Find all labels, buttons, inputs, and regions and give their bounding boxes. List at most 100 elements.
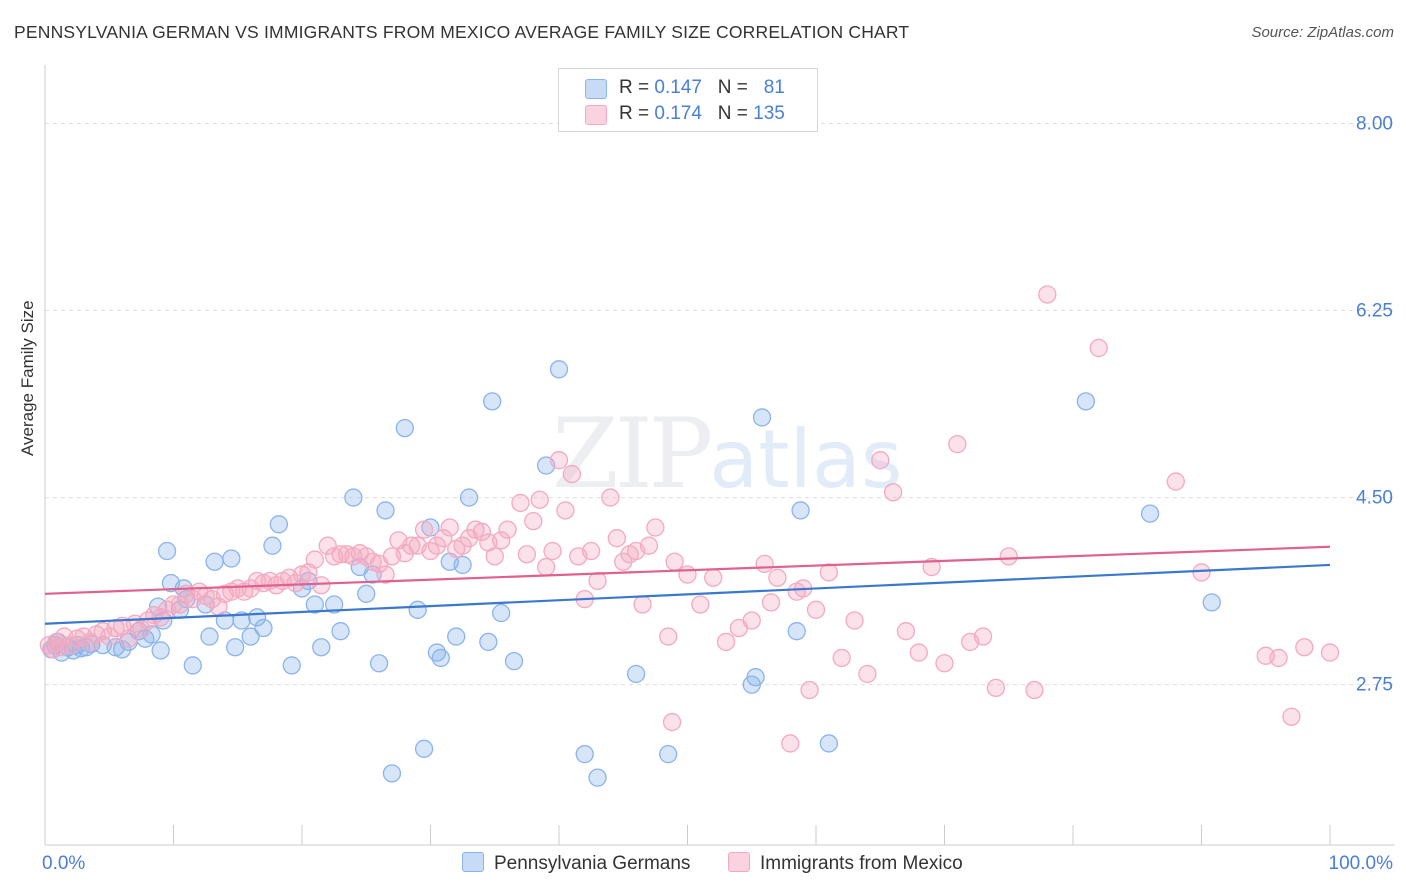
bottom-legend-label: Immigrants from Mexico: [760, 853, 963, 874]
point-pennsylvania-germans: [459, 488, 479, 507]
point-immigrants-from-mexico: [601, 488, 620, 507]
point-pennsylvania-germans: [787, 622, 806, 641]
point-immigrants-from-mexico: [549, 451, 569, 470]
point-immigrants-from-mexico: [845, 611, 864, 630]
point-pennsylvania-germans: [226, 638, 245, 657]
point-immigrants-from-mexico: [761, 593, 781, 612]
chart-title: PENNSYLVANIA GERMAN VS IMMIGRANTS FROM M…: [14, 22, 910, 42]
point-immigrants-from-mexico: [832, 648, 851, 668]
point-immigrants-from-mexico: [1025, 680, 1044, 700]
legend-r-value: 0.174: [654, 103, 702, 124]
point-pennsylvania-germans: [549, 360, 569, 379]
point-pennsylvania-germans: [414, 739, 434, 758]
watermark-zip: ZIP: [552, 398, 713, 510]
point-pennsylvania-germans: [254, 618, 273, 638]
point-immigrants-from-mexico: [716, 632, 736, 652]
point-immigrants-from-mexico: [537, 557, 556, 577]
point-immigrants-from-mexico: [492, 531, 511, 550]
point-pennsylvania-germans: [453, 555, 472, 575]
point-immigrants-from-mexico: [678, 565, 697, 584]
x-tick-label: 0.0%: [42, 853, 85, 874]
point-immigrants-from-mexico: [562, 464, 581, 484]
point-pennsylvania-germans: [791, 501, 810, 520]
point-pennsylvania-germans: [819, 734, 838, 753]
point-pennsylvania-germans: [447, 627, 466, 646]
point-pennsylvania-germans: [395, 418, 414, 438]
y-axis-label: Average Family Size: [18, 300, 37, 456]
point-immigrants-from-mexico: [633, 595, 652, 614]
point-pennsylvania-germans: [575, 744, 594, 764]
point-immigrants-from-mexico: [659, 627, 678, 646]
point-immigrants-from-mexico: [922, 557, 941, 577]
watermark-atlas: atlas: [709, 413, 903, 506]
point-immigrants-from-mexico: [607, 529, 626, 548]
point-immigrants-from-mexico: [524, 511, 543, 531]
point-immigrants-from-mexico: [1282, 707, 1301, 726]
legend-swatch-blue: [585, 79, 607, 99]
legend-r-label: R =: [619, 103, 650, 124]
point-immigrants-from-mexico: [806, 600, 826, 619]
point-immigrants-from-mexico: [1089, 338, 1108, 358]
point-pennsylvania-germans: [241, 627, 260, 646]
point-immigrants-from-mexico: [614, 552, 633, 571]
legend-n-label: N =: [717, 77, 748, 98]
point-immigrants-from-mexico: [434, 529, 453, 548]
point-immigrants-from-mexico: [517, 545, 537, 564]
point-immigrants-from-mexico: [871, 451, 890, 470]
point-immigrants-from-mexico: [1166, 472, 1185, 491]
point-pennsylvania-germans: [483, 392, 502, 411]
point-pennsylvania-germans: [232, 611, 251, 630]
bottom-legend-label: Pennsylvania Germans: [494, 853, 691, 874]
x-tick-label: 100.0%: [1329, 853, 1394, 874]
point-immigrants-from-mexico: [883, 483, 903, 502]
point-immigrants-from-mexico: [1192, 563, 1211, 582]
point-immigrants-from-mexico: [662, 712, 682, 732]
point-immigrants-from-mexico: [781, 734, 800, 753]
point-immigrants-from-mexico: [427, 536, 447, 555]
point-pennsylvania-germans: [1202, 593, 1221, 612]
point-pennsylvania-germans: [357, 584, 376, 603]
y-tick-label: 8.00: [1356, 113, 1393, 134]
point-immigrants-from-mexico: [858, 664, 877, 684]
point-immigrants-from-mexico: [305, 550, 325, 569]
point-pennsylvania-germans: [1140, 504, 1160, 523]
point-immigrants-from-mexico: [896, 622, 916, 641]
point-immigrants-from-mexico: [948, 434, 967, 454]
point-pennsylvania-germans: [282, 656, 301, 675]
point-immigrants-from-mexico: [312, 576, 331, 595]
point-pennsylvania-germans: [752, 408, 772, 427]
watermark: ZIPatlas: [552, 398, 903, 510]
legend-swatch-pink: [585, 105, 607, 125]
point-pennsylvania-germans: [659, 744, 678, 764]
point-pennsylvania-germans: [382, 764, 402, 783]
point-immigrants-from-mexico: [588, 571, 607, 591]
point-immigrants-from-mexico: [530, 490, 549, 509]
point-immigrants-from-mexico: [691, 595, 710, 614]
point-pennsylvania-germans: [157, 541, 177, 561]
point-pennsylvania-germans: [369, 654, 389, 673]
point-immigrants-from-mexico: [581, 541, 601, 561]
point-immigrants-from-mexico: [543, 541, 562, 561]
point-pennsylvania-germans: [154, 611, 173, 630]
point-immigrants-from-mexico: [800, 680, 819, 700]
point-pennsylvania-germans: [200, 627, 219, 646]
point-immigrants-from-mexico: [1038, 285, 1057, 304]
y-tick-label: 6.25: [1356, 301, 1393, 322]
point-pennsylvania-germans: [492, 603, 511, 623]
point-immigrants-from-mexico: [402, 536, 421, 555]
legend-r-value: 0.147: [654, 77, 702, 98]
point-pennsylvania-germans: [142, 625, 161, 644]
point-pennsylvania-germans: [626, 664, 646, 684]
point-immigrants-from-mexico: [1269, 648, 1288, 668]
point-immigrants-from-mexico: [909, 643, 928, 662]
point-immigrants-from-mexico: [414, 520, 434, 539]
stats-legend: R = 0.147 N = 81 R = 0.174 N = 135: [558, 68, 818, 132]
point-pennsylvania-germans: [504, 651, 524, 671]
point-immigrants-from-mexico: [485, 547, 504, 566]
point-pennsylvania-germans: [305, 595, 325, 614]
point-immigrants-from-mexico: [986, 678, 1006, 698]
point-pennsylvania-germans: [408, 600, 427, 619]
point-immigrants-from-mexico: [440, 518, 459, 537]
y-tick-label: 2.75: [1356, 675, 1393, 696]
point-immigrants-from-mexico: [556, 501, 575, 520]
